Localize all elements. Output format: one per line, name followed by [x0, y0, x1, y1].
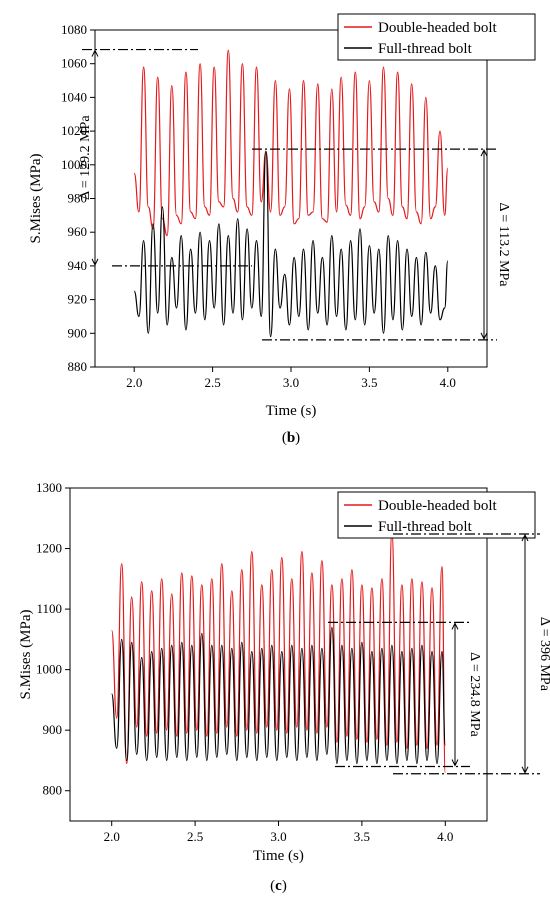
legend-box	[337, 491, 536, 539]
y-tick-label: 900	[68, 325, 88, 340]
x-axis-title: Time (s)	[253, 848, 304, 864]
y-tick-label: 1040	[61, 89, 87, 104]
delta-annotation-right: Δ = 113.2 MPa	[496, 202, 511, 287]
arrow-head-up	[521, 533, 529, 542]
x-tick-label: 2.0	[126, 375, 142, 390]
arrow-head-down	[521, 766, 529, 774]
legend-label-double-headed: Double-headed bolt	[378, 498, 498, 514]
panel-label: (b)	[282, 430, 300, 446]
legend: Double-headed bolt Full-thread bolt	[337, 13, 536, 61]
y-tick-label: 940	[68, 258, 88, 273]
y-axis-title: S.Mises (MPa)	[28, 153, 44, 243]
x-tick-label: 3.5	[361, 375, 377, 390]
x-tick-label: 3.5	[354, 829, 370, 844]
y-tick-label: 1060	[61, 56, 87, 71]
arrow-head-down	[91, 258, 99, 267]
x-tick-label: 2.5	[187, 829, 203, 844]
y-tick-label: 920	[68, 292, 88, 307]
y-axis-title: S.Mises (MPa)	[18, 609, 34, 699]
delta-annotation-outer: Δ = 396 MPa	[537, 617, 550, 692]
x-tick-label: 2.5	[204, 375, 220, 390]
series-line-full-thread	[111, 626, 446, 765]
x-tick-label: 4.0	[437, 829, 453, 844]
panel-label: (c)	[270, 878, 287, 894]
plot-area	[133, 49, 449, 338]
delta-annotation-left: Δ = 129.2 MPa	[78, 115, 93, 200]
y-tick-label: 1020	[61, 123, 87, 138]
y-tick-label: 1080	[61, 22, 87, 37]
arrow-head-down	[480, 332, 488, 340]
y-tick-label: 880	[68, 359, 88, 374]
y-tick-label: 900	[43, 722, 63, 737]
delta-annotation-inner: Δ = 234.8 MPa	[467, 652, 482, 737]
legend-label-double-headed: Double-headed bolt	[378, 20, 498, 36]
arrow-head-up	[451, 622, 459, 630]
legend-box	[337, 13, 536, 61]
y-tick-label: 960	[68, 224, 88, 239]
x-axis-title: Time (s)	[266, 403, 317, 419]
x-tick-label: 3.0	[283, 375, 299, 390]
plot-area	[111, 532, 446, 774]
arrow-head-up	[91, 49, 99, 57]
chart-panel-c: Time (s) S.Mises (MPa) (c) Double-headed…	[18, 480, 550, 894]
legend-label-full-thread: Full-thread bolt	[378, 41, 473, 57]
y-tick-label: 1000	[61, 157, 87, 172]
chart-panel-b: Time (s) S.Mises (MPa) (b) Double-headed…	[28, 13, 536, 446]
x-tick-label: 4.0	[440, 375, 456, 390]
series-line-double-headed	[133, 49, 449, 237]
series-line-full-thread	[133, 150, 449, 338]
x-tick-label: 3.0	[270, 829, 286, 844]
y-tick-label: 1000	[36, 662, 62, 677]
legend-label-full-thread: Full-thread bolt	[378, 519, 473, 535]
arrow-head-up	[480, 149, 488, 157]
y-tick-label: 980	[68, 191, 88, 206]
y-tick-label: 800	[43, 783, 63, 798]
arrow-head-down	[451, 759, 459, 767]
y-tick-label: 1300	[36, 480, 62, 495]
x-tick-label: 2.0	[104, 829, 120, 844]
legend: Double-headed bolt Full-thread bolt	[337, 491, 536, 539]
y-tick-label: 1200	[36, 541, 62, 556]
y-tick-label: 1100	[36, 601, 62, 616]
